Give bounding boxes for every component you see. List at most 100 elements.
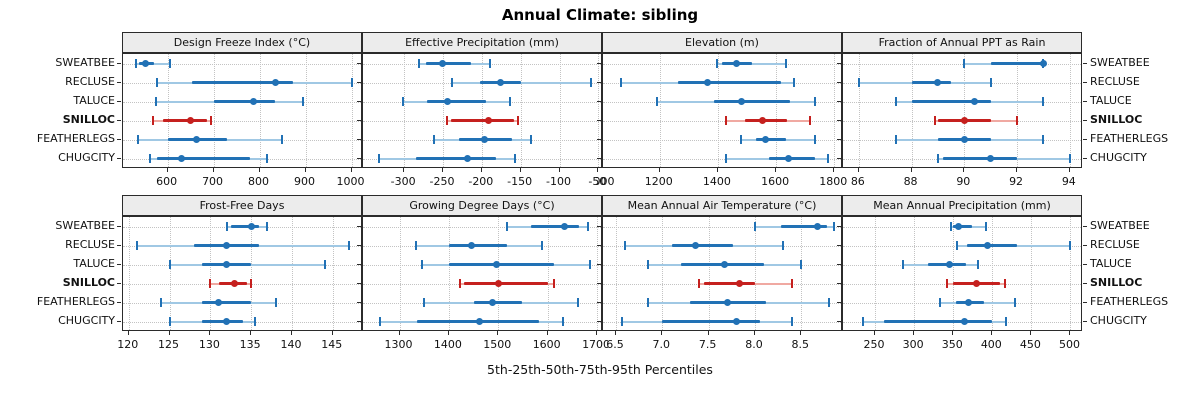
axis-tick	[447, 331, 449, 335]
tick-label: 135	[239, 338, 261, 351]
axis-tick	[658, 168, 660, 172]
row-tick	[357, 158, 361, 159]
row-tick	[117, 82, 121, 83]
whisker-cap-5th	[945, 279, 948, 288]
row-tick	[1083, 245, 1087, 246]
gridline-vertical	[964, 54, 966, 167]
row-tick	[1083, 63, 1087, 64]
gridline-vertical	[520, 54, 522, 167]
axis-tick	[596, 331, 598, 335]
axis-tick	[331, 331, 333, 335]
whisker-cap-5th	[136, 135, 139, 144]
station-label-left-recluse: RECLUSE	[65, 237, 115, 251]
row-tick	[1083, 283, 1087, 284]
station-label-right-snilloc: SNILLOC	[1090, 275, 1143, 289]
row-tick	[357, 302, 361, 303]
station-label-left-recluse: RECLUSE	[65, 74, 115, 88]
median-dot	[488, 299, 496, 306]
whisker-cap-95th	[791, 317, 794, 326]
median-dot	[732, 318, 740, 325]
tick-label: 1600	[532, 338, 561, 351]
whisker-cap-5th	[378, 317, 381, 326]
whisker-cap-95th	[488, 59, 491, 68]
whisker-cap-5th	[160, 298, 163, 307]
gridline-vertical	[498, 217, 500, 330]
whisker-cap-5th	[725, 154, 728, 163]
tick-label: 900	[294, 175, 316, 188]
median-dot	[223, 318, 231, 325]
axis-tick	[497, 331, 499, 335]
tick-label: 86	[850, 175, 865, 188]
panel-title-growing-degree-days-c: Growing Degree Days (°C)	[362, 195, 602, 216]
whisker-cap-95th	[254, 317, 257, 326]
whisker-25th-75th	[202, 320, 243, 323]
tick-label: 130	[198, 338, 220, 351]
row-tick	[357, 63, 361, 64]
gridline-vertical	[597, 217, 599, 330]
station-label-right-sweatbee: SWEATBEE	[1090, 55, 1150, 69]
row-tick	[117, 321, 121, 322]
axis-tick	[716, 168, 718, 172]
whisker-cap-95th	[266, 222, 269, 231]
median-dot	[692, 242, 700, 249]
median-dot	[481, 136, 489, 143]
median-dot	[759, 117, 767, 124]
whisker-cap-5th	[656, 97, 659, 106]
whisker-cap-5th	[423, 298, 426, 307]
whisker-cap-5th	[209, 279, 212, 288]
whisker-cap-95th	[1069, 241, 1072, 250]
whisker-cap-5th	[861, 317, 864, 326]
panel-effective-precipitation-mm	[357, 53, 602, 168]
row-tick	[837, 63, 841, 64]
station-label-left-sweatbee: SWEATBEE	[55, 55, 115, 69]
tick-label-strip: 6.5 7.0 7.5 8.0 8.5	[596, 338, 848, 352]
whisker-cap-95th	[348, 241, 351, 250]
whisker-cap-95th	[832, 222, 835, 231]
tick-label: -250	[429, 175, 455, 188]
tick-label: 140	[280, 338, 302, 351]
whisker-25th-75th	[713, 100, 791, 103]
gridline-vertical	[1017, 54, 1019, 167]
whisker-cap-5th	[135, 59, 138, 68]
gridline-vertical	[259, 54, 261, 167]
tick-label: 94	[1061, 175, 1076, 188]
gridline-vertical	[914, 217, 916, 330]
axis-tick	[753, 331, 755, 335]
median-dot	[215, 299, 222, 306]
tick-label: 8.5	[791, 338, 810, 351]
gridline-horizontal	[123, 63, 361, 65]
panel-title-frost-free-days: Frost-Free Days	[122, 195, 362, 216]
panel-mean-annual-air-temperature-c	[597, 216, 842, 331]
axis-tick	[614, 331, 616, 335]
row-tick	[597, 101, 601, 102]
whisker-25th-75th	[953, 225, 972, 228]
row-tick	[597, 139, 601, 140]
whisker-cap-5th	[378, 154, 381, 163]
row-tick	[1083, 158, 1087, 159]
whisker-25th-75th	[756, 138, 786, 141]
row-tick	[1083, 226, 1087, 227]
axis-tick	[304, 168, 306, 172]
whisker-25th-75th	[967, 244, 1018, 247]
whisker-25th-75th	[990, 62, 1044, 65]
x-axis-caption: 5th-25th-50th-75th-95th Percentiles	[487, 362, 713, 377]
whisker-25th-75th	[463, 282, 548, 285]
whisker-25th-75th	[213, 100, 275, 103]
whisker-25th-75th	[530, 225, 580, 228]
whisker-cap-5th	[168, 260, 171, 269]
median-dot	[934, 79, 942, 86]
tick-label-strip: 1300 1400 1500 1600 1700	[356, 338, 608, 352]
whisker-cap-95th	[1068, 154, 1071, 163]
median-dot	[250, 98, 258, 105]
tick-label: 125	[158, 338, 180, 351]
gridline-vertical	[1070, 217, 1072, 330]
whisker-cap-95th	[784, 59, 787, 68]
tick-label: 800	[248, 175, 270, 188]
panel-growing-degree-days-c	[357, 216, 602, 331]
whisker-cap-5th	[415, 241, 418, 250]
axis-tick	[775, 168, 777, 172]
axis-tick	[913, 331, 915, 335]
tick-label: 92	[1009, 175, 1024, 188]
whisker-cap-5th	[420, 260, 423, 269]
